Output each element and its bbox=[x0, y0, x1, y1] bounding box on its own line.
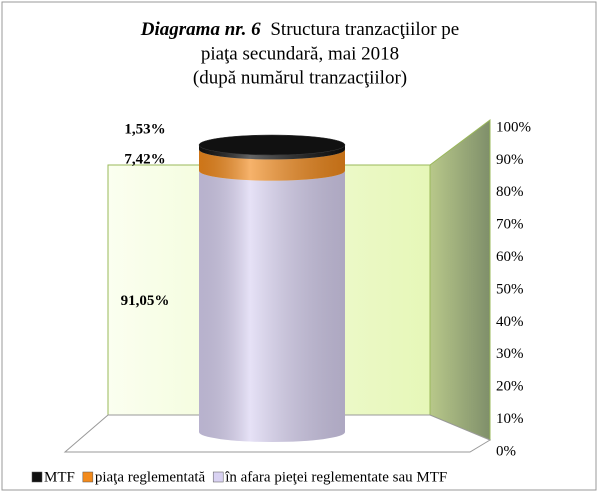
title-line: (după numărul tranzacţiilor) bbox=[193, 67, 407, 88]
y-tick-label: 80% bbox=[496, 184, 524, 200]
legend-swatch bbox=[212, 471, 224, 483]
value-label: 1,53% bbox=[124, 121, 165, 137]
title-line: piaţa secundară, mai 2018 bbox=[201, 43, 399, 64]
value-label: 7,42% bbox=[124, 151, 165, 167]
y-tick-label: 30% bbox=[496, 346, 524, 362]
title-line: Structura tranzacţiilor pe bbox=[270, 19, 459, 40]
y-tick-label: 90% bbox=[496, 152, 524, 168]
legend-swatch bbox=[82, 471, 94, 483]
y-tick-label: 0% bbox=[496, 443, 516, 459]
legend-label: în afara pieţei reglementate sau MTF bbox=[224, 469, 447, 485]
chart-title: Diagrama nr. 6 Structura tranzacţiilor p… bbox=[140, 19, 459, 40]
y-tick-label: 40% bbox=[496, 314, 524, 330]
side-wall bbox=[429, 119, 491, 441]
legend-swatch bbox=[31, 471, 43, 483]
value-label: 91,05% bbox=[121, 293, 170, 309]
y-tick-label: 50% bbox=[496, 281, 524, 297]
cylinder-shade bbox=[199, 170, 345, 442]
y-tick-label: 100% bbox=[496, 119, 531, 135]
cylinder-top bbox=[198, 134, 346, 156]
cylinder-shade bbox=[199, 145, 345, 160]
cylinder-shade bbox=[199, 149, 345, 181]
y-tick-label: 70% bbox=[496, 217, 524, 233]
title-label: Diagrama nr. 6 bbox=[140, 19, 261, 40]
legend-label: piaţa reglementată bbox=[95, 469, 206, 485]
legend-label: MTF bbox=[44, 469, 75, 485]
y-tick-label: 20% bbox=[496, 379, 524, 395]
y-tick-label: 10% bbox=[496, 411, 524, 427]
y-tick-label: 60% bbox=[496, 249, 524, 265]
